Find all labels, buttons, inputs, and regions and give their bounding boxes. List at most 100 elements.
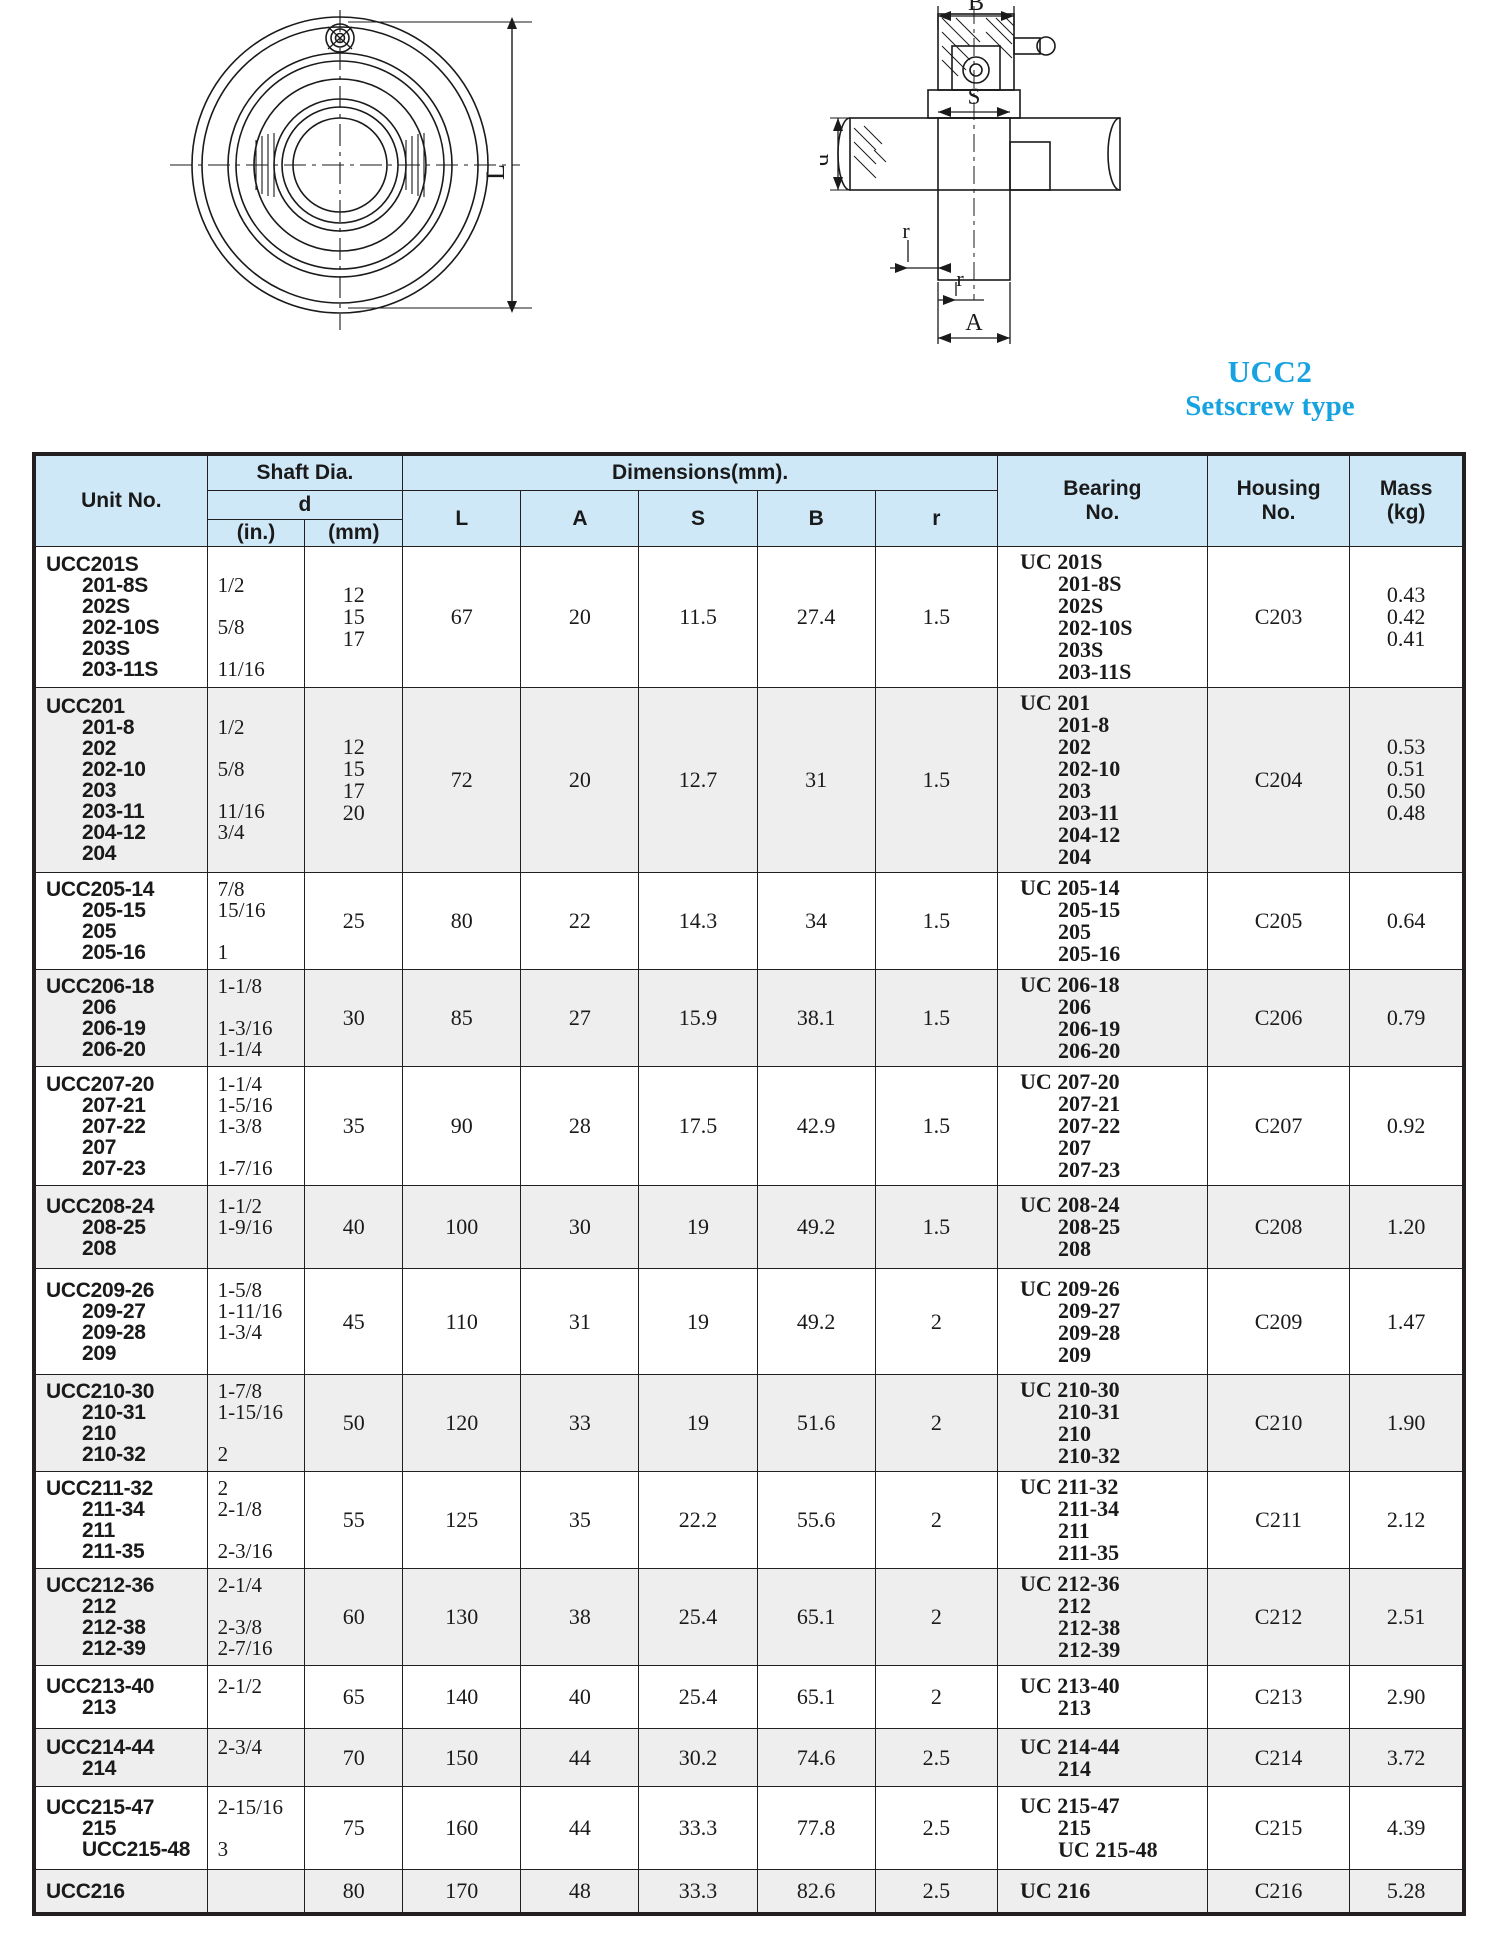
cell-shaft-dia-inch: 2-1/2 [206,1665,306,1729]
header-housing-no-line1: Housing [1236,477,1321,501]
cell-unit-no: UCC208-24 208-25 208 [31,1185,208,1269]
bearing-no-line: 207-21 [1057,1091,1121,1116]
cell-housing-no: C211 [1206,1471,1351,1569]
unit-no-line: 207-23 [82,1156,146,1180]
cell-dim-S: 33.3 [638,1869,758,1916]
table-row: UCC201 201-8 202 202-10 203 203-11 204-12 204 1… [31,687,1467,873]
header-dim-A: A [520,490,640,547]
cell-shaft-dia-inch: 1/2 5/8 11/16 3/4 [206,687,306,873]
cell-dim-L: 85 [402,969,522,1067]
unit-no-line: 212 [82,1595,117,1618]
table-header: Unit No. Shaft Dia. Dimensions(mm). Bear… [31,452,1467,547]
shaft-dia-mm-line: 30 [342,1005,365,1030]
cell-dim-L: 140 [402,1665,522,1729]
shaft-dia-inch-line: 3 [217,1836,229,1861]
product-type-line1: UCC2 [1227,354,1313,389]
mass-line: 0.43 [1386,582,1426,607]
cell-shaft-dia-inch: 2-3/4 [206,1728,306,1787]
unit-no-line: UCC211-32 [46,1477,154,1500]
cell-shaft-dia-inch: 7/8 15/16 1 [206,872,306,970]
bearing-no-line: 210 [1057,1421,1091,1446]
cell-dim-S: 19 [638,1374,758,1472]
unit-no-line: UCC215-47 [46,1795,155,1819]
bearing-no-line: 201-8 [1057,712,1110,737]
unit-no-line: UCC206-18 [46,975,155,998]
shaft-dia-inch-line: 1-3/16 [217,1016,273,1040]
cell-shaft-dia-mm: 40 [304,1185,404,1269]
shaft-dia-inch-line: 1-15/16 [217,1400,283,1424]
cell-shaft-dia-mm: 55 [304,1471,404,1569]
unit-no-line: 201-8S [82,574,148,597]
unit-no-line: 207 [82,1135,117,1159]
dim-label-S: S [968,84,981,109]
shaft-dia-mm-line: 35 [342,1113,365,1138]
bearing-no-line: 203S [1057,637,1104,662]
cell-shaft-dia-inch: 2-1/4 2-3/8 2-7/16 [206,1568,306,1666]
bearing-no-line: 211-35 [1057,1540,1120,1565]
bearing-no-line: 211-34 [1057,1496,1120,1521]
header-dim-r: r [874,490,998,547]
cell-dim-A: 44 [520,1786,640,1870]
bearing-no-line: 208-25 [1057,1214,1121,1239]
shaft-dia-inch-line: 2-15/16 [217,1794,283,1819]
header-bearing-no: Bearing No. [996,452,1208,547]
header-dim-S: S [638,490,758,547]
mass-line: 2.12 [1386,1507,1426,1532]
cell-mass: 2.90 [1349,1665,1467,1729]
cell-dim-B: 42.9 [756,1066,876,1186]
cell-shaft-dia-mm: 60 [304,1568,404,1666]
cell-dim-A: 20 [520,546,640,688]
bearing-no-line: 201-8S [1057,571,1122,596]
unit-no-line: UCC216 [46,1879,125,1903]
cell-dim-A: 27 [520,969,640,1067]
shaft-dia-inch-line: 2-7/16 [217,1636,273,1660]
shaft-dia-inch-line: 2 [217,1442,229,1466]
cell-dim-S: 25.4 [638,1665,758,1729]
cell-bearing-no: UC 212-36 212 212-38 212-39 [996,1568,1208,1666]
cell-dim-A: 28 [520,1066,640,1186]
cell-dim-r: 1.5 [874,872,998,970]
cell-shaft-dia-mm: 75 [304,1786,404,1870]
cell-dim-r: 2 [874,1268,998,1375]
unit-no-line: 211 [82,1519,115,1542]
bearing-no-line: 206-19 [1057,1016,1121,1041]
shaft-dia-inch-line: 1-7/16 [217,1155,273,1180]
shaft-dia-inch-line [218,843,305,864]
shaft-dia-mm-line: 45 [342,1308,365,1334]
shaft-dia-mm-line: 12 [342,582,365,607]
bearing-no-line: UC 212-36 [1019,1571,1120,1596]
cell-bearing-no: UC 211-32 211-34 211 211-35 [996,1471,1208,1569]
shaft-dia-inch-line: 2-3/4 [217,1734,262,1759]
bearing-no-line: 202-10 [1057,756,1121,781]
table-row: UCC211-32 211-34 211 211-35 2 2-1/8 2-3/16 55 1… [31,1471,1467,1569]
cell-dim-r: 2.5 [874,1786,998,1870]
cell-unit-no: UCC205-14 205-15 205 205-16 [31,872,208,970]
shaft-dia-mm-line: 50 [342,1410,365,1435]
shaft-dia-mm-line: 15 [342,604,365,629]
shaft-dia-mm-line: 55 [342,1507,365,1532]
cell-housing-no: C215 [1206,1786,1351,1870]
dim-label-r-right: r [956,266,964,291]
cell-mass: 0.92 [1349,1066,1467,1186]
cell-shaft-dia-mm: 12 15 17 20 [304,687,404,873]
table-row: UCC212-36 212 212-38 212-39 2-1/4 2-3/8 2-7/1… [31,1568,1467,1666]
cell-unit-no: UCC206-18 206 206-19 206-20 [31,969,208,1067]
mass-line: 1.47 [1386,1308,1426,1334]
unit-no-line: 206-19 [82,1017,146,1040]
unit-no-line: 210 [82,1422,117,1445]
dim-label-L: L [481,164,510,180]
unit-no-line: 206-20 [82,1038,146,1061]
shaft-dia-inch-line: 3/4 [217,820,245,844]
bearing-no-line: 212-38 [1057,1615,1121,1640]
shaft-dia-inch-line: 1-5/16 [217,1092,273,1117]
cell-housing-no: C212 [1206,1568,1351,1666]
cell-dim-S: 33.3 [638,1786,758,1870]
mass-line: 0.53 [1386,734,1426,759]
unit-no-line: UCC209-26 [46,1278,155,1302]
unit-no-line: 203 [82,779,117,802]
table-row: UCC208-24 208-25 208 1-1/2 1-9/16 40 100 30 19 4… [31,1185,1467,1269]
bearing-no-line: UC 215-47 [1019,1793,1120,1818]
bearing-no-line: UC 205-14 [1019,875,1120,900]
cell-bearing-no: UC 207-20 207-21 207-22 207 207-23 [996,1066,1208,1186]
technical-drawings: L [0,0,1497,452]
